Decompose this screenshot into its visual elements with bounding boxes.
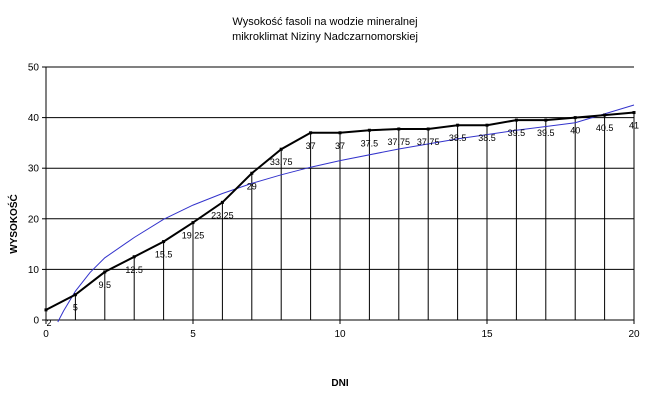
data-point xyxy=(426,127,430,131)
data-label: 19.25 xyxy=(182,231,205,241)
data-label: 38.5 xyxy=(449,133,467,143)
data-label: 33.75 xyxy=(270,157,293,167)
data-point xyxy=(191,221,195,225)
data-point xyxy=(338,131,342,135)
data-label: 29 xyxy=(247,181,257,191)
x-tick-label: 15 xyxy=(481,329,493,340)
chart-title-line-1: Wysokość fasoli na wodzie mineralnej xyxy=(232,16,417,28)
data-point xyxy=(44,308,48,312)
data-label: 37 xyxy=(306,141,316,151)
data-point xyxy=(103,270,107,274)
y-tick-label: 10 xyxy=(28,265,40,276)
data-point xyxy=(367,128,371,132)
y-tick-label: 50 xyxy=(28,63,40,74)
data-point xyxy=(573,116,577,120)
drop-lines xyxy=(45,112,635,320)
data-point xyxy=(162,240,166,244)
data-point xyxy=(279,147,283,151)
data-label: 12.5 xyxy=(125,265,143,275)
x-tick-label: 5 xyxy=(190,329,196,340)
chart-title-line-2: mikroklimat Niziny Nadczarnomorskiej xyxy=(232,31,418,43)
y-tick-label: 30 xyxy=(28,164,40,175)
data-point xyxy=(456,123,460,127)
data-label: 15.5 xyxy=(155,250,173,260)
data-point xyxy=(132,255,136,259)
y-tick-label: 0 xyxy=(33,316,39,327)
data-label: 37.75 xyxy=(388,137,411,147)
data-label: 2 xyxy=(46,318,51,328)
y-axis-label: WYSOKOŚĆ xyxy=(7,194,20,253)
data-label: 37.75 xyxy=(417,137,440,147)
data-label: 37 xyxy=(335,141,345,151)
data-label: 23.25 xyxy=(211,210,234,220)
x-tick-label: 20 xyxy=(628,329,640,340)
data-point xyxy=(250,171,254,175)
data-point xyxy=(544,118,548,122)
data-label: 37.5 xyxy=(361,138,379,148)
data-label: 9.5 xyxy=(99,280,112,290)
x-tick-label: 0 xyxy=(43,329,49,340)
x-axis-label: DNI xyxy=(331,378,348,389)
data-label: 40.5 xyxy=(596,123,614,133)
data-point xyxy=(73,293,77,297)
x-tick-label: 10 xyxy=(334,329,346,340)
data-point xyxy=(220,200,224,204)
data-point xyxy=(603,113,607,117)
data-point xyxy=(632,111,636,115)
data-label: 41 xyxy=(629,121,639,131)
data-label: 40 xyxy=(570,126,580,136)
data-point xyxy=(485,123,489,127)
data-label: 39.5 xyxy=(537,128,555,138)
data-labels: 2 5 9.5 12.5 15.5 19.25 23.25 29 33.75 37 37 37.5 37… xyxy=(46,121,639,328)
data-point xyxy=(309,131,313,135)
data-label: 39.5 xyxy=(508,128,526,138)
data-label: 38.5 xyxy=(478,133,496,143)
y-tick-label: 40 xyxy=(28,113,40,124)
data-point xyxy=(397,127,401,131)
y-tick-label: 20 xyxy=(28,214,40,225)
data-label: 5 xyxy=(73,303,78,313)
series xyxy=(44,104,636,323)
data-point xyxy=(514,118,518,122)
axes: 0 10 20 30 40 50 0 5 10 15 20 xyxy=(28,63,640,341)
